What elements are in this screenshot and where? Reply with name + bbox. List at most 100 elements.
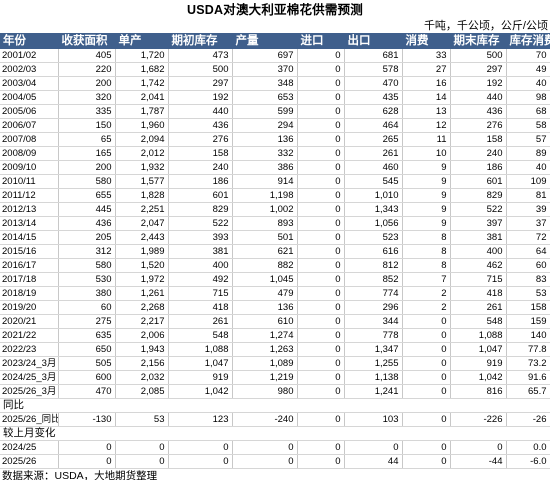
- value-cell: 600: [58, 370, 116, 386]
- value-cell: 1,932: [115, 160, 169, 176]
- value-cell: 635: [58, 328, 116, 344]
- year-cell: 2006/07: [0, 118, 59, 134]
- value-cell: 1,042: [450, 370, 507, 386]
- value-cell: 436: [58, 216, 116, 232]
- value-cell: 0: [297, 146, 345, 162]
- value-cell: 297: [168, 76, 233, 92]
- year-cell: 2013/14: [0, 216, 59, 232]
- value-cell: 0: [58, 440, 116, 456]
- value-cell: 1,577: [115, 174, 169, 190]
- table-header-row: 年份收获面积单产期初库存产量进口出口消费期末库存库存消费比: [0, 33, 550, 49]
- value-cell: 0: [450, 440, 507, 456]
- value-cell: 9: [402, 188, 451, 204]
- value-cell: 2,032: [115, 370, 169, 386]
- value-cell: 320: [58, 90, 116, 106]
- column-header: 年份: [0, 33, 59, 49]
- value-cell: 0: [297, 216, 345, 232]
- value-cell: 436: [450, 104, 507, 120]
- value-cell: 882: [232, 258, 298, 274]
- value-cell: 1,960: [115, 118, 169, 134]
- value-cell: 0: [402, 454, 451, 470]
- value-cell: 261: [344, 146, 403, 162]
- value-cell: 72: [506, 230, 550, 246]
- value-cell: 621: [232, 244, 298, 260]
- value-cell: 1,972: [115, 272, 169, 288]
- value-cell: 240: [450, 146, 507, 162]
- column-header: 期初库存: [168, 33, 233, 49]
- table-row: 2004/05 320 2,041 192 653 0 435 14 440 98: [0, 90, 550, 106]
- value-cell: 829: [450, 188, 507, 204]
- value-cell: 616: [344, 244, 403, 260]
- value-cell: 109: [506, 174, 550, 190]
- value-cell: 192: [168, 90, 233, 106]
- value-cell: 98: [506, 90, 550, 106]
- table-row: 2016/17 580 1,520 400 882 0 812 8 462 60: [0, 258, 550, 274]
- value-cell: 0: [297, 258, 345, 274]
- table-row: 2025/26 0 0 0 0 0 44 0 -44 -6.0: [0, 454, 550, 470]
- value-cell: 64: [506, 244, 550, 260]
- value-cell: 33: [402, 49, 451, 64]
- value-cell: 1,045: [232, 272, 298, 288]
- value-cell: 0: [115, 454, 169, 470]
- table-body: 2001/02 405 1,720 473 697 0 681 33 500 70 2002/03 2…: [0, 49, 550, 470]
- value-cell: 53: [115, 412, 169, 428]
- value-cell: 7: [402, 272, 451, 288]
- value-cell: 65.7: [506, 384, 550, 400]
- value-cell: 60: [506, 258, 550, 274]
- value-cell: 0: [297, 76, 345, 92]
- value-cell: 123: [168, 412, 233, 428]
- table-row: 2010/11 580 1,577 186 914 0 545 9 601 109: [0, 174, 550, 190]
- value-cell: 500: [450, 49, 507, 64]
- value-cell: 12: [402, 118, 451, 134]
- value-cell: 0: [297, 118, 345, 134]
- value-cell: 697: [232, 49, 298, 64]
- value-cell: 370: [232, 62, 298, 78]
- value-cell: 2,094: [115, 132, 169, 148]
- value-cell: 27: [402, 62, 451, 78]
- value-cell: 0: [402, 342, 451, 358]
- value-cell: 545: [344, 174, 403, 190]
- value-cell: 440: [168, 104, 233, 120]
- table-row: 2013/14 436 2,047 522 893 0 1,056 9 397 37: [0, 216, 550, 232]
- value-cell: -226: [450, 412, 507, 428]
- value-cell: 400: [450, 244, 507, 260]
- section-label-row: 较上月变化: [0, 426, 550, 442]
- value-cell: 492: [168, 272, 233, 288]
- value-cell: 445: [58, 202, 116, 218]
- value-cell: 1,682: [115, 62, 169, 78]
- value-cell: 1,088: [168, 342, 233, 358]
- value-cell: 0: [402, 384, 451, 400]
- value-cell: 9: [402, 202, 451, 218]
- value-cell: 397: [450, 216, 507, 232]
- year-cell: 2018/19: [0, 286, 59, 302]
- value-cell: 0: [297, 104, 345, 120]
- value-cell: 812: [344, 258, 403, 274]
- column-header: 消费: [402, 33, 451, 49]
- year-cell: 2025/26_同比: [0, 412, 59, 428]
- value-cell: 0: [297, 244, 345, 260]
- value-cell: 261: [168, 314, 233, 330]
- value-cell: 601: [450, 174, 507, 190]
- value-cell: 1,047: [168, 356, 233, 372]
- year-cell: 2025/26_3月: [0, 384, 59, 400]
- value-cell: 1,047: [450, 342, 507, 358]
- column-header: 出口: [344, 33, 403, 49]
- value-cell: 0: [297, 132, 345, 148]
- value-cell: -6.0: [506, 454, 550, 470]
- value-cell: 44: [344, 454, 403, 470]
- value-cell: 681: [344, 49, 403, 64]
- table-row: 2006/07 150 1,960 436 294 0 464 12 276 58: [0, 118, 550, 134]
- value-cell: 81: [506, 188, 550, 204]
- value-cell: 0: [232, 440, 298, 456]
- value-cell: 393: [168, 230, 233, 246]
- value-cell: 40: [506, 76, 550, 92]
- value-cell: 294: [232, 118, 298, 134]
- table-row: 2019/20 60 2,268 418 136 0 296 2 261 158: [0, 300, 550, 316]
- value-cell: 418: [168, 300, 233, 316]
- value-cell: 0: [297, 412, 345, 428]
- value-cell: 1,263: [232, 342, 298, 358]
- value-cell: 919: [168, 370, 233, 386]
- value-cell: 275: [58, 314, 116, 330]
- value-cell: 68: [506, 104, 550, 120]
- value-cell: 0: [168, 454, 233, 470]
